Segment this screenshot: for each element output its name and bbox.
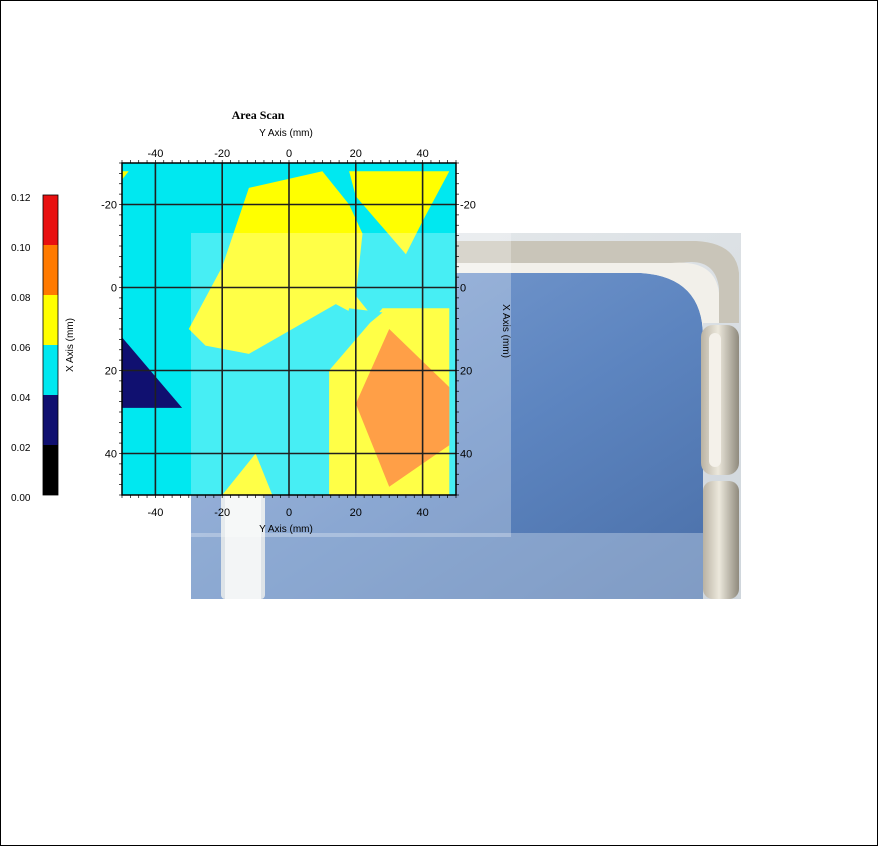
y-tick-label-left-3: 40 bbox=[105, 449, 117, 461]
colorbar-band-4 bbox=[43, 395, 58, 445]
x-tick-label-bottom-1: -20 bbox=[214, 507, 230, 519]
y-tick-label-right-0: -20 bbox=[460, 200, 476, 212]
chart-title: Area Scan bbox=[232, 108, 285, 122]
photo-overlay-tint bbox=[191, 233, 511, 537]
colorbar-band-2 bbox=[43, 295, 58, 345]
y-tick-label-right-1: 0 bbox=[460, 283, 466, 295]
colorbar-tick-label-5: 0.02 bbox=[11, 443, 31, 454]
x-tick-label-top-4: 40 bbox=[416, 148, 428, 160]
y-tick-label-left-2: 20 bbox=[105, 366, 117, 378]
x-tick-label-bottom-4: 40 bbox=[416, 507, 428, 519]
y-tick-label-right-2: 20 bbox=[460, 366, 472, 378]
colorbar-tick-label-6: 0.00 bbox=[11, 493, 31, 504]
colorbar-band-0 bbox=[43, 195, 58, 245]
x-tick-label-bottom-0: -40 bbox=[147, 507, 163, 519]
colorbar-tick-label-1: 0.10 bbox=[11, 243, 31, 254]
x-axis-label-top: Y Axis (mm) bbox=[259, 128, 313, 139]
x-tick-label-top-2: 0 bbox=[286, 148, 292, 160]
x-tick-label-bottom-2: 0 bbox=[286, 507, 292, 519]
y-tick-label-right-3: 40 bbox=[460, 449, 472, 461]
x-axis-label-bottom: Y Axis (mm) bbox=[259, 524, 313, 535]
y-tick-label-left-1: 0 bbox=[111, 283, 117, 295]
x-tick-label-top-0: -40 bbox=[147, 148, 163, 160]
colorbar-tick-label-0: 0.12 bbox=[11, 193, 31, 204]
colorbar-band-3 bbox=[43, 345, 58, 395]
colorbar-tick-label-4: 0.04 bbox=[11, 393, 31, 404]
x-tick-label-bottom-3: 20 bbox=[350, 507, 362, 519]
colorbar-band-5 bbox=[43, 445, 58, 495]
y-axis-label-right: X Axis (mm) bbox=[500, 304, 511, 358]
y-tick-label-left-0: -20 bbox=[101, 200, 117, 212]
colorbar-band-1 bbox=[43, 245, 58, 295]
colorbar-tick-label-2: 0.08 bbox=[11, 293, 31, 304]
x-tick-label-top-1: -20 bbox=[214, 148, 230, 160]
colorbar-tick-label-3: 0.06 bbox=[11, 343, 31, 354]
x-tick-label-top-3: 20 bbox=[350, 148, 362, 160]
